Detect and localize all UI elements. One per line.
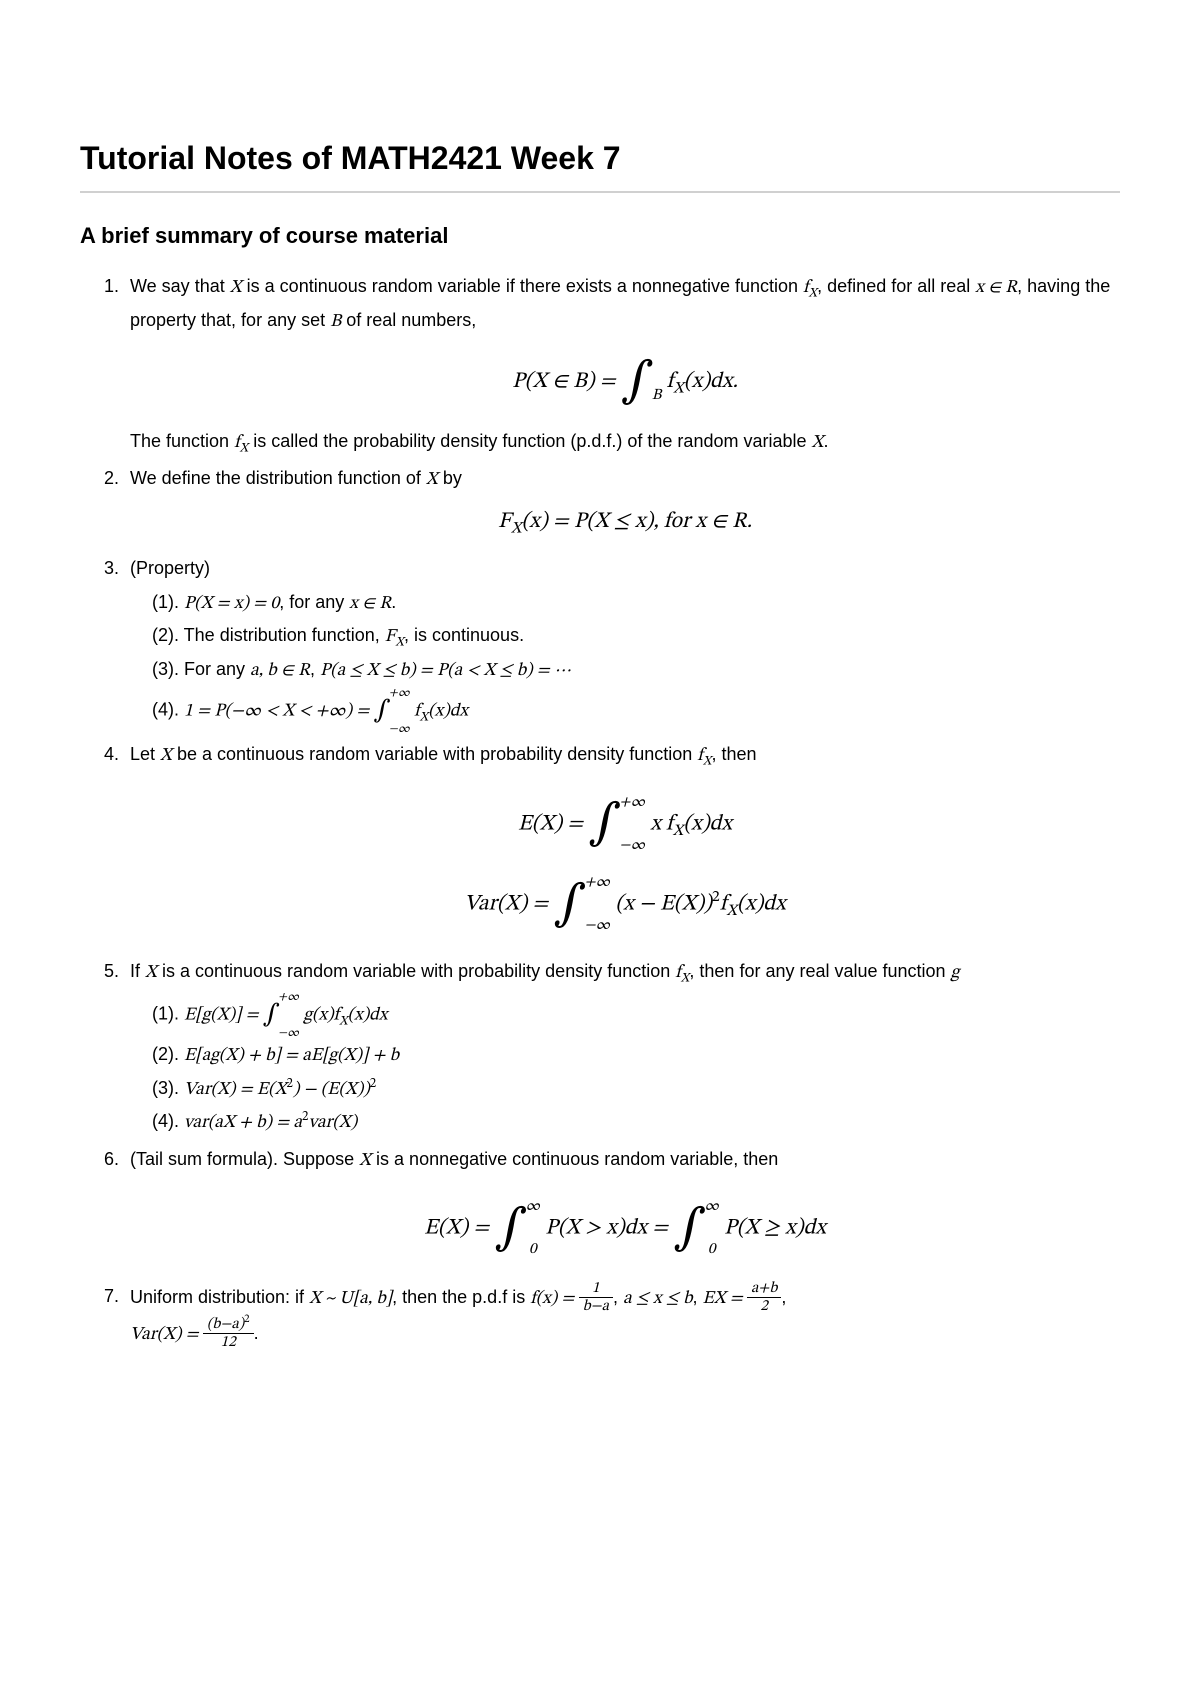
fraction: a+b2 xyxy=(747,1280,781,1316)
var-g: g xyxy=(951,964,960,982)
text: is called the probability density functi… xyxy=(248,431,811,451)
text: of real numbers, xyxy=(341,310,476,330)
text: be a continuous random variable with pro… xyxy=(172,744,697,764)
fraction: (b−a)212 xyxy=(203,1316,254,1352)
equation-expectation: E(X) = ∫+∞−∞ x fX(x)dx xyxy=(130,795,1120,854)
property-list-5: (1). E[g(X)] = ∫+∞−∞ g(x)fX(x)dx (2). E[… xyxy=(130,991,1120,1139)
summary-list: We say that X is a continuous random var… xyxy=(80,271,1120,1352)
text: is a continuous random variable with pro… xyxy=(157,961,675,981)
text: , then for any real value function xyxy=(689,961,950,981)
prop-5-3: (3). Var(X) = E(X2) − (E(X))2 xyxy=(152,1073,1120,1107)
text: We say that xyxy=(130,276,230,296)
text: Uniform distribution: if xyxy=(130,1286,309,1306)
prop-5-1: (1). E[g(X)] = ∫+∞−∞ g(x)fX(x)dx xyxy=(152,991,1120,1039)
text: , defined for all real xyxy=(817,276,975,296)
var-fx: fX xyxy=(675,964,689,982)
prop-5-2: (2). E[ag(X) + b] = aE[g(X)] + b xyxy=(152,1039,1120,1073)
math: a ≤ x ≤ b xyxy=(623,1289,693,1307)
prop-4: (4). 1 = P(−∞ < X < +∞) = ∫+∞−∞ fX(x)dx xyxy=(152,687,1120,735)
text: , then xyxy=(711,744,756,764)
math: EX = xyxy=(703,1289,747,1307)
var-X: X xyxy=(145,964,157,982)
text: is a continuous random variable if there… xyxy=(242,276,803,296)
text: The function xyxy=(130,431,234,451)
section-heading: A brief summary of course material xyxy=(80,223,1120,249)
text: , then the p.d.f is xyxy=(392,1286,530,1306)
var-fx: fX xyxy=(697,747,711,765)
prop-2: (2). The distribution function, FX, is c… xyxy=(152,620,1120,654)
equation-cdf: FX(x) = P(X ≤ x), for x ∈ R. xyxy=(130,507,1120,538)
fraction: 1b−a xyxy=(579,1280,613,1316)
prop-5-4: (4). var(aX + b) = a2var(X) xyxy=(152,1106,1120,1140)
var-B: B xyxy=(330,313,341,331)
prop-3: (3). For any a, b ∈ R, P(a ≤ X ≤ b) = P(… xyxy=(152,654,1120,688)
item-6: (Tail sum formula). Suppose X is a nonne… xyxy=(124,1144,1120,1258)
var-X: X xyxy=(230,279,242,297)
equation-pdf-integral: P(X ∈ B) = ∫B fX(x)dx. xyxy=(130,360,1120,404)
text: , xyxy=(613,1286,623,1306)
page-title: Tutorial Notes of MATH2421 Week 7 xyxy=(80,140,1120,193)
text: by xyxy=(438,468,462,488)
math: Var(X) = xyxy=(130,1326,203,1344)
item-4: Let X be a continuous random variable wi… xyxy=(124,739,1120,934)
item-2: We define the distribution function of X… xyxy=(124,463,1120,537)
var-X: X xyxy=(359,1152,371,1170)
text: . xyxy=(823,431,828,451)
prop-1: (1). P(X = x) = 0, for any x ∈ R. xyxy=(152,587,1120,621)
property-list: (1). P(X = x) = 0, for any x ∈ R. (2). T… xyxy=(130,587,1120,735)
text: is a nonnegative continuous random varia… xyxy=(371,1149,778,1169)
var-fx: fX xyxy=(234,434,248,452)
var-xinR: x ∈ R xyxy=(975,279,1017,297)
item-5: If X is a continuous random variable wit… xyxy=(124,956,1120,1140)
equation-tail-sum: E(X) = ∫∞0 P(X > x)dx = ∫∞0 P(X ≥ x)dx xyxy=(130,1199,1120,1258)
math: X ~ U[a, b] xyxy=(309,1289,392,1307)
text: We define the distribution function of xyxy=(130,468,426,488)
text: , xyxy=(692,1286,702,1306)
text: Let xyxy=(130,744,160,764)
item-1: We say that X is a continuous random var… xyxy=(124,271,1120,459)
var-X: X xyxy=(160,747,172,765)
var-X: X xyxy=(426,471,438,489)
var-fx: fX xyxy=(803,279,817,297)
text: . xyxy=(254,1323,259,1343)
item-7: Uniform distribution: if X ~ U[a, b], th… xyxy=(124,1280,1120,1352)
text: If xyxy=(130,961,145,981)
item-3: (Property) (1). P(X = x) = 0, for any x … xyxy=(124,553,1120,735)
text: (Property) xyxy=(130,558,210,578)
math: f(x) = xyxy=(530,1289,578,1307)
text: (Tail sum formula). Suppose xyxy=(130,1149,359,1169)
equation-variance: Var(X) = ∫+∞−∞ (x − E(X))2fX(x)dx xyxy=(130,875,1120,934)
text: , xyxy=(781,1286,786,1306)
var-X: X xyxy=(812,434,824,452)
